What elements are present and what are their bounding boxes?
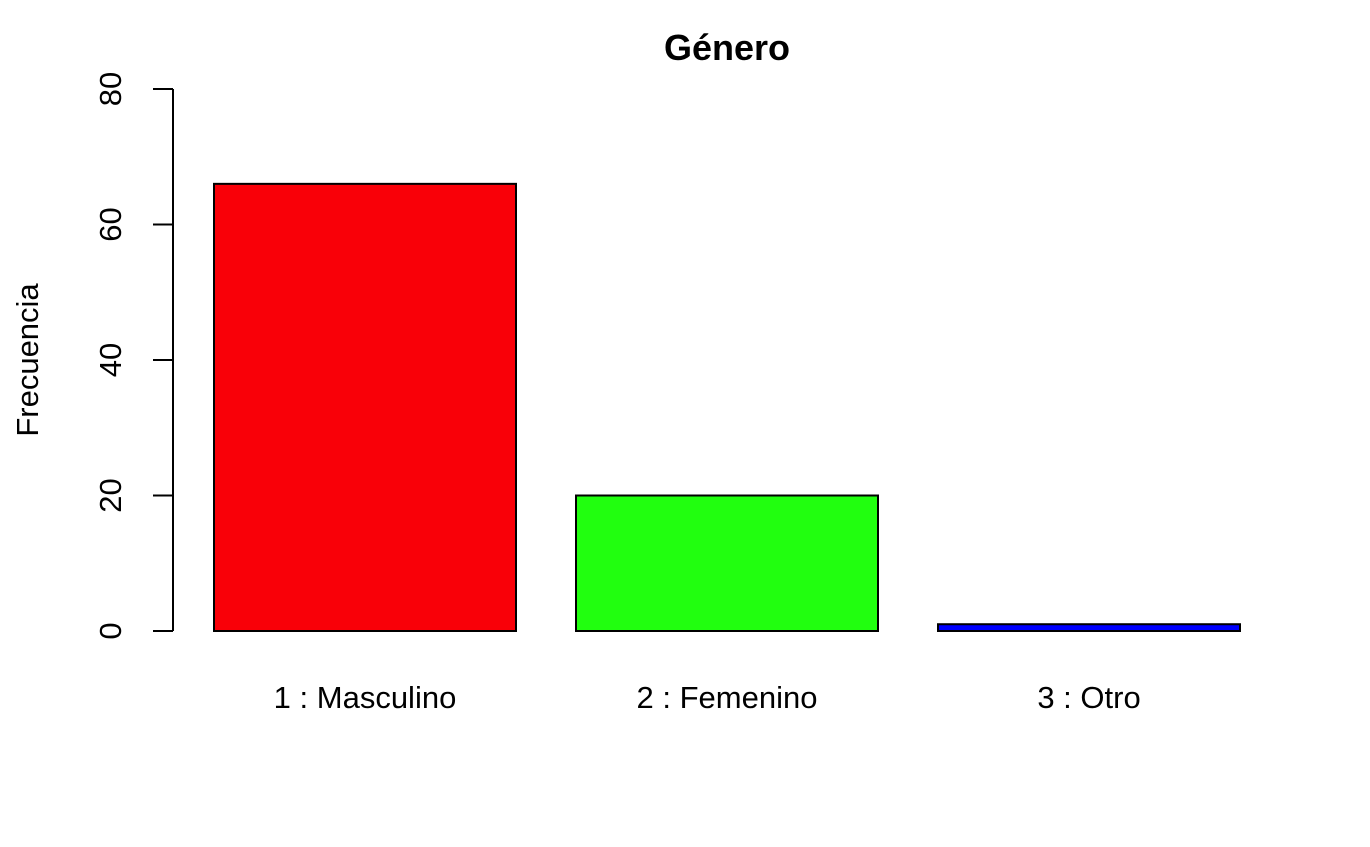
plot-area: 0 20 40 60 80 1 : Masculino 2 : Femenino 3 : Ot… <box>93 72 1241 715</box>
x-category-label: 3 : Otro <box>1037 680 1140 715</box>
bar-1 <box>213 182 517 632</box>
y-tick-label: 0 <box>93 622 128 639</box>
x-category-label: 1 : Masculino <box>274 680 457 715</box>
y-axis-label: Frecuencia <box>10 283 45 437</box>
y-tick-label: 40 <box>93 343 128 377</box>
chart-title: Género <box>664 27 790 68</box>
y-tick-label: 80 <box>93 72 128 106</box>
bar-3 <box>937 623 1241 632</box>
y-tick-label: 20 <box>93 478 128 512</box>
x-category-label: 2 : Femenino <box>637 680 818 715</box>
bar-2 <box>575 494 879 632</box>
y-tick-label: 60 <box>93 207 128 241</box>
